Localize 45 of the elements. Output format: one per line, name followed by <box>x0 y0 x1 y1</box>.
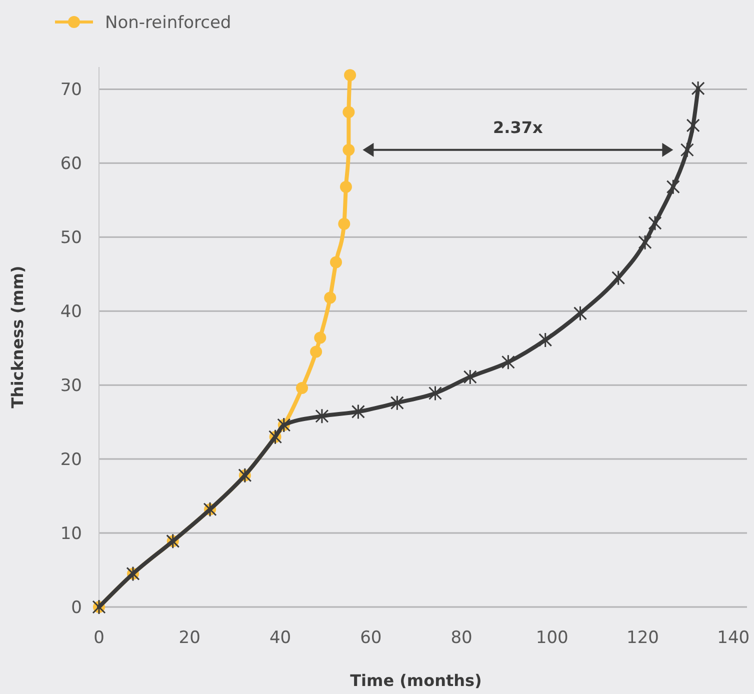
x-tick-label: 60 <box>360 628 382 648</box>
point <box>666 179 680 195</box>
x-tick-label: 120 <box>626 628 660 648</box>
y-tick-label: 50 <box>60 228 82 248</box>
point <box>330 256 342 268</box>
point <box>680 142 694 158</box>
point <box>573 306 587 322</box>
x-tick-label: 0 <box>94 628 104 648</box>
y-tick-label: 20 <box>60 450 82 470</box>
point <box>342 144 355 156</box>
point <box>344 69 356 82</box>
y-tick-label: 70 <box>60 80 82 100</box>
x-tick-label: 80 <box>450 628 472 648</box>
point <box>463 369 477 385</box>
y-tick-label: 10 <box>60 524 82 544</box>
point <box>340 180 352 193</box>
point <box>428 385 442 401</box>
point <box>296 382 308 394</box>
legend-label: Non-reinforced <box>105 12 232 33</box>
point <box>501 354 515 370</box>
point <box>538 332 552 348</box>
point <box>638 234 652 250</box>
point <box>310 346 322 358</box>
point <box>351 404 365 420</box>
point <box>342 106 355 118</box>
point <box>686 118 700 134</box>
point <box>315 408 329 424</box>
annotation: 2.37x <box>493 118 544 137</box>
x-tick-label: 20 <box>178 628 200 648</box>
y-tick-label: 0 <box>71 598 82 618</box>
point <box>691 80 705 96</box>
point <box>648 215 662 231</box>
y-tick-label: 60 <box>60 154 82 174</box>
point <box>612 270 626 286</box>
point <box>338 218 350 230</box>
point <box>314 332 326 344</box>
x-axis-title: Time (months) <box>350 671 482 690</box>
x-tick-label: 100 <box>536 628 568 648</box>
x-tick-label: 40 <box>269 628 292 648</box>
y-axis-title: Thickness (mm) <box>8 266 27 408</box>
y-tick-label: 30 <box>60 376 82 396</box>
x-tick-label: 140 <box>717 628 750 648</box>
y-tick-label: 40 <box>60 302 82 322</box>
point <box>324 292 336 304</box>
point <box>390 395 404 411</box>
